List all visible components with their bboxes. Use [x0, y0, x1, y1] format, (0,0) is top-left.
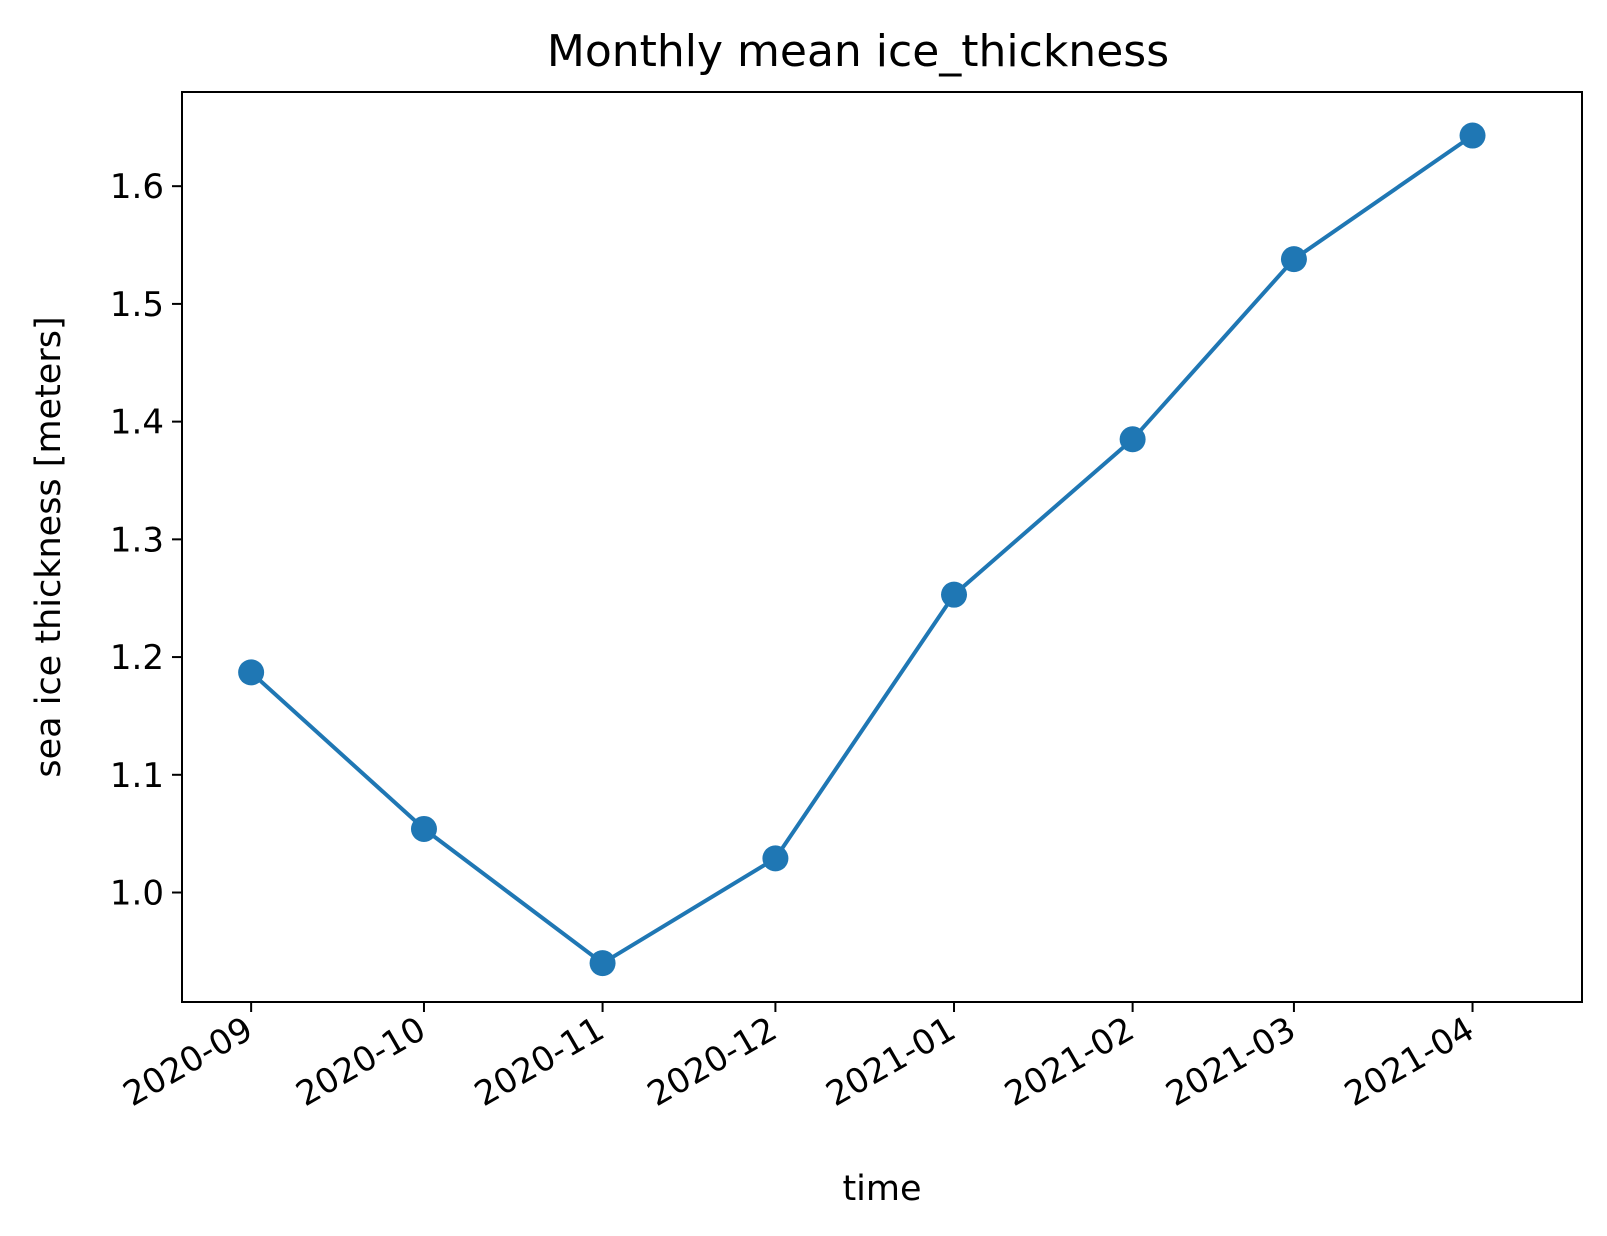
y-tick-label: 1.1: [110, 756, 164, 796]
data-point: [589, 950, 616, 977]
series-line: [249, 133, 1474, 966]
y-axis: 1.0 1.1 1.2 1.3 1.4 1.5 1.6: [110, 167, 182, 914]
y-tick-label: 1.4: [110, 403, 164, 443]
data-point: [762, 845, 789, 872]
data-point: [238, 659, 265, 686]
y-tick-label: 1.6: [110, 167, 164, 207]
y-axis-label: sea ice thickness [meters]: [29, 316, 69, 777]
axes-frame: [181, 91, 1583, 1003]
x-axis-label: time: [842, 1169, 921, 1209]
plot-area: [238, 122, 1486, 977]
y-tick-label: 1.0: [110, 874, 164, 914]
data-point: [1280, 246, 1307, 273]
data-point: [410, 815, 437, 842]
chart-title: Monthly mean ice_thickness: [547, 26, 1169, 77]
y-tick-label: 1.3: [110, 520, 164, 560]
data-point: [941, 581, 968, 608]
data-point: [1119, 426, 1146, 453]
y-tick-label: 1.5: [110, 285, 164, 325]
y-tick-label: 1.2: [110, 638, 164, 678]
data-point: [1459, 122, 1486, 149]
